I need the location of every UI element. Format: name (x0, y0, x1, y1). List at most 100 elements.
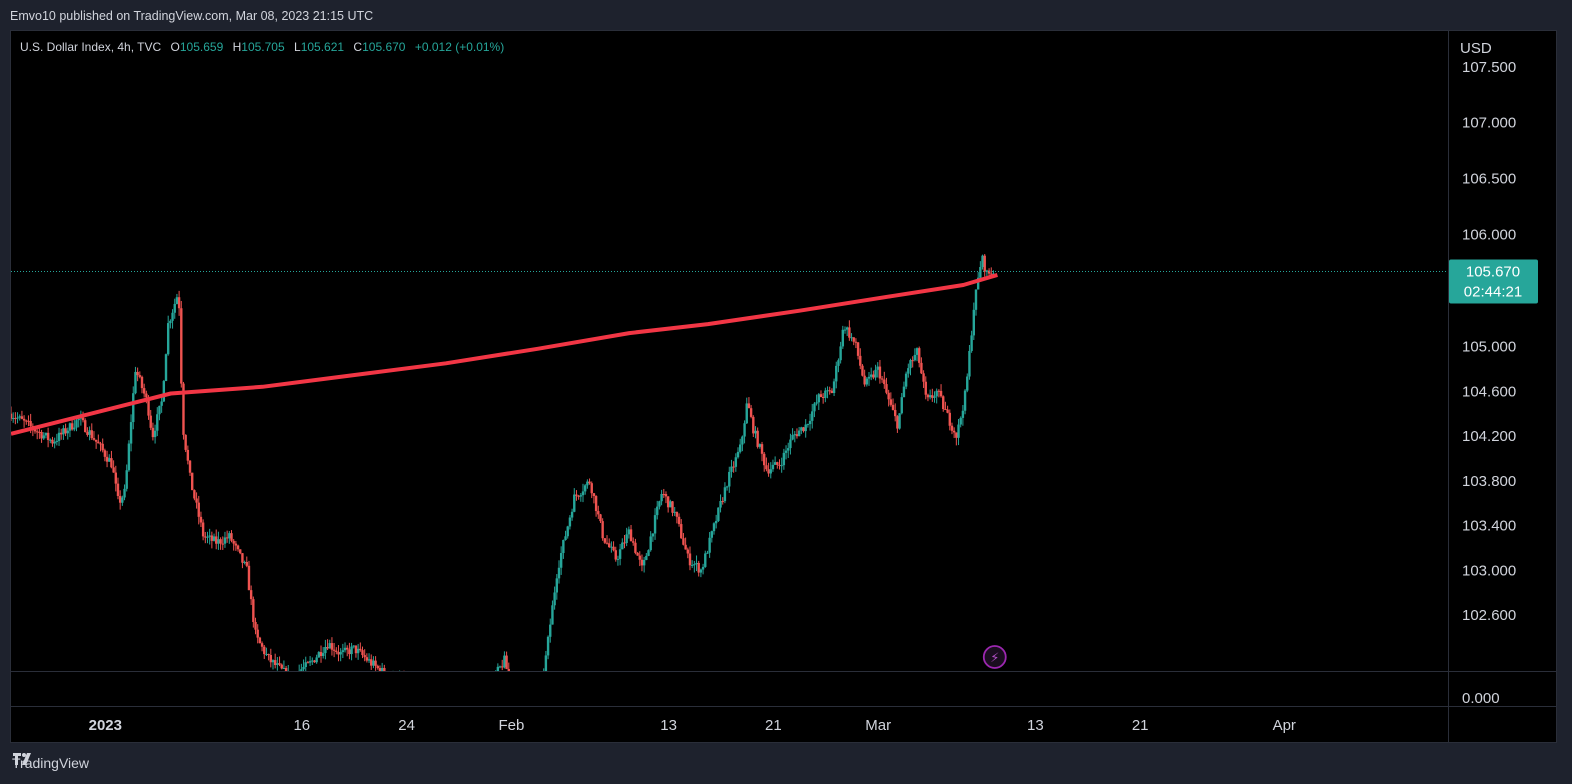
candle (738, 438, 742, 454)
candle-body (712, 523, 716, 532)
candle-body (92, 438, 96, 440)
price-tick-8: 103.400 (1462, 518, 1516, 535)
candle (490, 676, 492, 691)
candle (850, 333, 853, 342)
candle-body (782, 452, 786, 466)
time-axis: 2023 16 24 Feb 13 21 Mar 13 21 Apr (89, 717, 1296, 734)
candle-body (725, 486, 729, 488)
candle-body (276, 663, 279, 666)
candle (97, 434, 100, 444)
candle (228, 531, 231, 544)
candle-body (184, 434, 187, 450)
candle-body (352, 645, 355, 647)
price-tick-4: 105.000 (1462, 339, 1516, 356)
candle-body (662, 493, 665, 495)
change-value: +0.012 (+0.01%) (415, 40, 504, 54)
candle-body (920, 362, 923, 374)
candle-body (464, 696, 466, 697)
candle (939, 384, 943, 398)
chart-frame[interactable]: 107.500 107.000 106.500 106.000 105.000 104.6… (10, 30, 1557, 743)
candle-body (158, 405, 161, 415)
candle-body (116, 483, 120, 496)
candle (527, 729, 529, 733)
candle-body (156, 414, 159, 431)
candle-body (664, 494, 668, 497)
candle (546, 635, 550, 660)
candle-body (35, 431, 39, 433)
currency-label[interactable]: USD (1460, 40, 1492, 57)
candle (475, 684, 477, 704)
candle-body (527, 731, 529, 732)
candle-body (837, 360, 840, 366)
symbol-title: U.S. Dollar Index, 4h, TVC (20, 40, 162, 54)
candle (896, 415, 899, 433)
candle-body (361, 650, 364, 656)
candle-body (684, 544, 687, 550)
candle-body (260, 643, 264, 647)
footer-brand[interactable]: TradingView (12, 755, 90, 771)
candle-body (525, 726, 527, 731)
candle-body (280, 664, 283, 669)
candle-body (86, 432, 89, 435)
price-chart[interactable]: 107.500 107.000 106.500 106.000 105.000 104.6… (11, 31, 1556, 742)
candle-body (708, 537, 711, 553)
candle (335, 647, 338, 655)
candle-body (752, 416, 755, 434)
candle (142, 383, 146, 398)
candle-body (374, 660, 377, 666)
candle-body (872, 374, 875, 378)
candle-body (97, 441, 100, 444)
candle-body (926, 394, 930, 398)
candle-body (180, 308, 183, 384)
candle (84, 418, 87, 433)
publish-info: Emvo10 published on TradingView.com, Mar… (10, 9, 374, 23)
event-marker[interactable]: ⚡ (982, 645, 1007, 669)
candle-body (330, 643, 334, 650)
candle (592, 492, 596, 504)
candle-body (990, 273, 993, 275)
candle (156, 407, 159, 437)
candle (361, 646, 364, 659)
candle-body (313, 660, 316, 663)
candle (223, 531, 227, 548)
candle (577, 494, 580, 500)
candle (780, 457, 783, 473)
candle-body (632, 541, 635, 543)
candle-body (701, 566, 705, 570)
candle (399, 670, 401, 671)
candle-body (719, 501, 722, 508)
candle-body (380, 667, 384, 671)
moving-average-line[interactable] (11, 272, 998, 436)
candle-body (623, 542, 626, 544)
candle (787, 442, 790, 458)
candle-body (460, 699, 462, 704)
candle (651, 533, 655, 542)
candle (297, 664, 301, 671)
candle-body (795, 434, 799, 437)
candle-body (429, 693, 431, 695)
price-tick-7: 103.800 (1462, 473, 1516, 490)
candle-body (444, 700, 446, 706)
candle-body (496, 666, 500, 671)
candle (380, 662, 384, 671)
candle-body (841, 329, 845, 347)
candle (832, 378, 836, 397)
candle (372, 656, 375, 669)
candle-body (427, 691, 429, 693)
candle-body (284, 667, 288, 671)
last-price-tag[interactable]: 105.670 02:44:21 (1449, 259, 1538, 304)
candle-body (854, 341, 858, 343)
candle-body (269, 654, 273, 663)
tradingview-logo-icon (13, 753, 31, 765)
candle (802, 426, 805, 433)
candle-body (557, 567, 561, 579)
candle (121, 495, 124, 506)
candle (710, 530, 714, 543)
candle-body (738, 444, 742, 452)
candle (730, 459, 733, 478)
candle (175, 293, 179, 305)
candle-body (682, 538, 685, 545)
candle-body (728, 471, 731, 487)
candle (529, 725, 531, 741)
candle (872, 370, 875, 380)
